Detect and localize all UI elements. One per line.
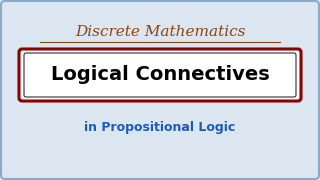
FancyBboxPatch shape bbox=[19, 49, 301, 101]
Text: Discrete Mathematics: Discrete Mathematics bbox=[75, 25, 245, 39]
FancyBboxPatch shape bbox=[24, 53, 296, 97]
Text: in Propositional Logic: in Propositional Logic bbox=[84, 122, 236, 134]
Text: Logical Connectives: Logical Connectives bbox=[51, 66, 269, 84]
